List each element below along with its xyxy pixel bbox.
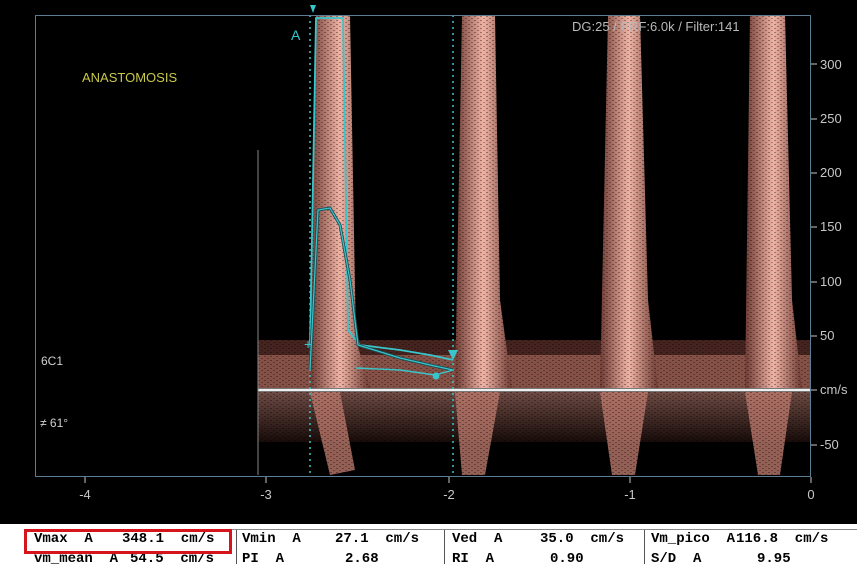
vmax-highlight-box [24, 529, 232, 554]
y-axis [811, 63, 817, 446]
vmin-label: Vmin A [242, 531, 301, 547]
start-marker-icon [310, 5, 316, 13]
plot-frame [35, 15, 811, 477]
min-marker-icon [432, 372, 440, 380]
spectral-doppler-image: + [84, 5, 817, 483]
x-tick-label: -1 [624, 487, 636, 502]
vmax-value: 348.1 cm/s [122, 531, 215, 547]
ri-value: 0.90 [550, 551, 584, 564]
site-annotation: ANASTOMOSIS [82, 70, 178, 85]
x-tick-label: 0 [807, 487, 815, 502]
peak-velocity-trace [309, 17, 454, 361]
acquisition-settings: DG:25 / PRF:6.0k / Filter:141 [572, 19, 740, 34]
column-divider [236, 529, 237, 564]
svg-text:+: + [304, 336, 312, 352]
probe-label: 6C1 [41, 354, 64, 368]
s-d-label: S/D A [651, 551, 702, 564]
column-divider [644, 529, 645, 564]
pi-value: 2.68 [345, 551, 379, 564]
table-top-rule [25, 529, 857, 530]
end-marker-icon [448, 350, 458, 360]
x-tick-label: -3 [260, 487, 272, 502]
vmax-label: Vmax A [34, 531, 93, 547]
s-d-value: 9.95 [757, 551, 791, 564]
vm-mean-value: 54.5 cm/s [130, 551, 215, 564]
cursor-label: A [291, 27, 301, 43]
vm-mean-label: vm_mean A [34, 551, 119, 564]
y-tick-label: 150 [820, 219, 842, 234]
y-tick-label: 50 [820, 328, 835, 343]
vm-pico-value: 116.8 cm/s [736, 531, 829, 547]
x-tick-label: -2 [443, 487, 455, 502]
ri-label: RI A [452, 551, 495, 564]
y-tick-label: 100 [820, 274, 842, 289]
ved-label: Ved A [452, 531, 503, 547]
vmin-value: 27.1 cm/s [335, 531, 420, 547]
doppler-display: + DG:25 / PRF:6.0k / Filter:141 ANASTOMO… [0, 0, 857, 524]
y-tick-label: 250 [820, 111, 842, 126]
x-tick-label: -4 [79, 487, 91, 502]
vm-pico-label: Vm_pico A [651, 531, 736, 547]
y-tick-label: 200 [820, 165, 842, 180]
y-tick-label: -50 [820, 437, 839, 452]
pi-label: PI A [242, 551, 285, 564]
y-tick-label: 300 [820, 57, 842, 72]
systolic-peaks [258, 15, 810, 475]
x-axis [84, 477, 812, 483]
y-axis-unit: cm/s [820, 382, 848, 397]
column-divider [444, 529, 445, 564]
ved-value: 35.0 cm/s [540, 531, 625, 547]
angle-correction-label: ≠ 61° [40, 416, 69, 430]
